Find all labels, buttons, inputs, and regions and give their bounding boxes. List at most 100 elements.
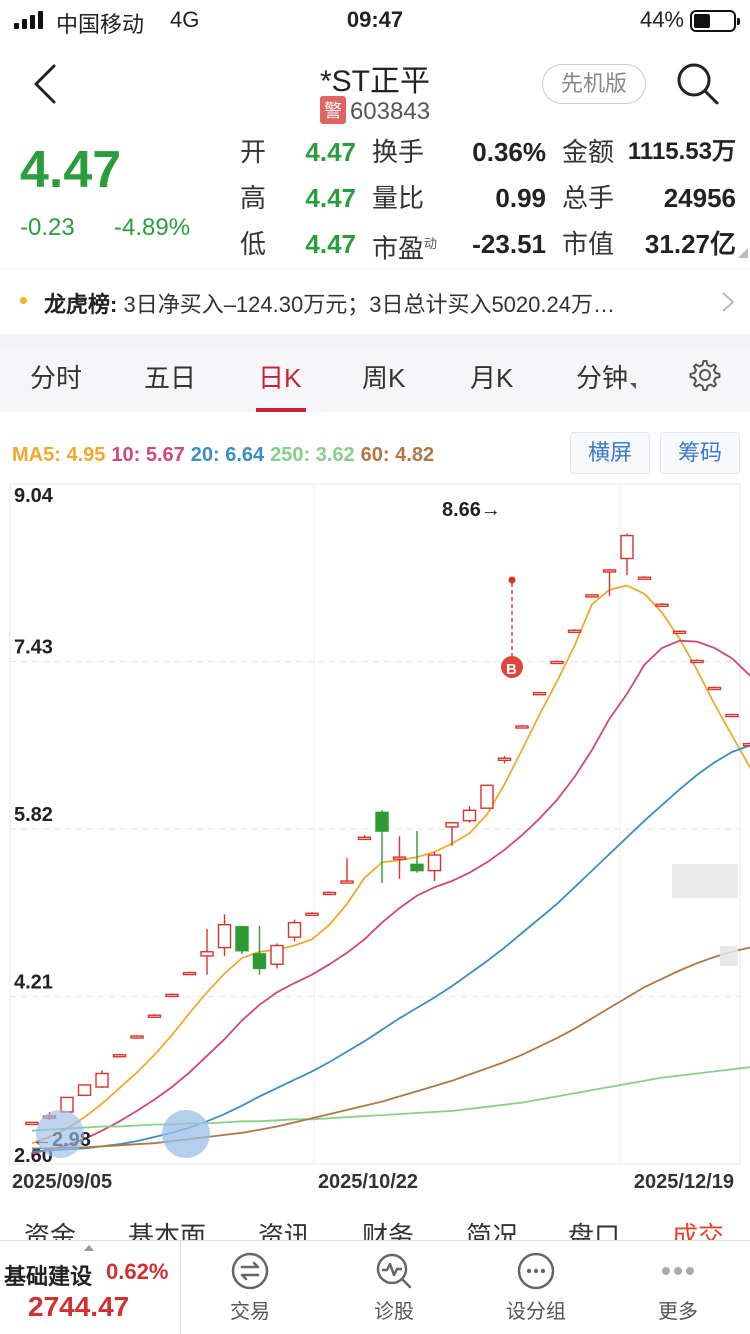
candle-body [270,944,284,965]
y-tick-label: 7.43 [14,637,53,659]
ma10-legend: 10: 5.67 [111,444,185,466]
expand-corner-icon[interactable] [738,248,748,258]
candle-body [602,569,617,573]
candle-body [567,629,582,633]
carrier: 中国移动 [56,12,145,37]
candle-body [322,891,337,896]
candle-body [532,692,547,696]
chevron-right-icon [722,292,735,312]
candle-body [585,594,599,598]
detail-subtabs: 资金 基本面 资讯 财务 简况 盘口 成交 [0,1214,750,1240]
candle-body [742,742,750,747]
price-change-percent: -4.89% [114,214,191,241]
low-value: 4.47 [305,229,356,259]
gear-icon[interactable] [688,358,722,392]
amount-label: 金额 [562,137,615,167]
candle-body [375,811,389,832]
volume-ratio-label: 量比 [372,183,425,213]
back-arrow-icon[interactable] [28,62,68,106]
index-up-caret-icon [84,1245,94,1251]
stock-code: 603843 [349,98,431,125]
candle-body [480,784,494,809]
tab-weekly-k[interactable]: 周K [362,363,406,393]
sector-index-name[interactable]: 基础建设 [4,1264,93,1289]
chips-button[interactable]: 筹码 [660,432,740,474]
candle-body [620,534,634,560]
trade-button[interactable]: 交易 [200,1251,300,1324]
low-label: 低 [240,229,267,259]
ma60-legend: 60: 4.82 [360,444,435,466]
candle-body [252,953,267,970]
subtab-trades[interactable]: 成交 [672,1221,725,1240]
pro-version-button[interactable]: 先机版 [542,64,646,104]
x-axis-date-label: 2025/09/05 [12,1171,112,1193]
candle-body [497,757,512,762]
period-tabs: 分时 五日 日K 周K 月K 分钟 [0,346,750,412]
overlay-bubble-icon [162,1110,210,1158]
dropdown-caret-icon [630,383,637,389]
buy-marker-badge [501,656,523,678]
overlay-bubble [36,1110,84,1158]
chart-frame [9,483,741,1165]
candle-body [165,993,179,998]
candle-body [25,1121,39,1126]
candle-body [707,686,722,691]
total-volume-label: 总手 [562,183,615,213]
trade-icon [231,1252,269,1290]
ma20-legend: 20: 6.64 [190,444,265,466]
tab-daily-k[interactable]: 日K [258,363,302,393]
bottom-bar: 基础建设 0.62% 2744.47 交易 诊股 设分组 更多 [0,1240,750,1334]
candle-body [550,660,564,665]
battery-icon [690,10,740,32]
market-cap-value: 31.27亿 [644,229,736,259]
candle-body [182,971,197,976]
subtab-fundamentals[interactable]: 基本面 [128,1221,207,1240]
candle-body [725,713,739,718]
subtab-funds[interactable]: 资金 [24,1221,77,1240]
candle-body [305,912,319,916]
subtab-news[interactable]: 资讯 [258,1221,311,1240]
bottom-divider [180,1241,181,1334]
subtab-profile[interactable]: 简况 [466,1221,519,1240]
price-change: -0.23 [20,214,75,241]
candle-body [95,1072,109,1088]
clock: 09:47 [346,7,404,32]
candle-body [200,951,214,957]
warning-badge: 警 [319,96,346,124]
tab-five-day[interactable]: 五日 [144,363,197,393]
subtab-order-book[interactable]: 盘口 [568,1221,621,1240]
stock-header: *ST正平 警 603843 先机版 [0,40,750,130]
active-tab-indicator [256,408,306,412]
diagnose-label: 诊股 [374,1301,414,1323]
overlay-tag [672,864,738,898]
ma-legend: MA5: 4.95 10: 5.67 20: 6.64 250: 3.62 60: 4.… [12,444,440,467]
candle-body [112,1054,127,1058]
kline-chart[interactable]: 9.047.435.824.212.608.66→←2.98B2025/09/0… [0,478,750,1198]
tab-monthly-k[interactable]: 月K [470,363,514,393]
sector-index-value: 2744.47 [28,1291,130,1322]
y-tick-label: 9.04 [14,485,54,507]
tab-minute[interactable]: 分钟 [576,358,637,395]
dragon-tiger-banner[interactable]: 龙虎榜: 3日净买入–124.30万元；3日总计买入5020.24万… [0,268,750,334]
group-icon [517,1252,555,1290]
open-label: 开 [240,137,267,167]
subtab-finance[interactable]: 财务 [362,1221,415,1240]
stock-code-row: 警 603843 [0,96,750,126]
landscape-button[interactable]: 横屏 [570,432,650,474]
tab-intraday[interactable]: 分时 [30,363,83,393]
diagnose-button[interactable]: 诊股 [344,1251,444,1324]
candle-body [77,1084,92,1097]
total-volume-value: 24956 [663,183,736,213]
more-button[interactable]: 更多 [628,1251,728,1324]
more-label: 更多 [658,1301,698,1323]
set-group-button[interactable]: 设分组 [486,1251,586,1324]
ma250-legend: 250: 3.62 [270,444,355,466]
candle-body [147,1014,162,1018]
dragon-tiger-summary: 3日净买入–124.30万元；3日总计买入5020.24万… [123,292,615,317]
search-icon[interactable] [674,60,720,106]
market-cap-label: 市值 [562,229,615,259]
pe-label: 市盈动 [372,233,438,264]
ma5-legend: MA5: 4.95 [12,444,106,466]
x-axis-date-label: 2025/10/22 [318,1171,418,1193]
pe-value: -23.51 [472,229,546,259]
